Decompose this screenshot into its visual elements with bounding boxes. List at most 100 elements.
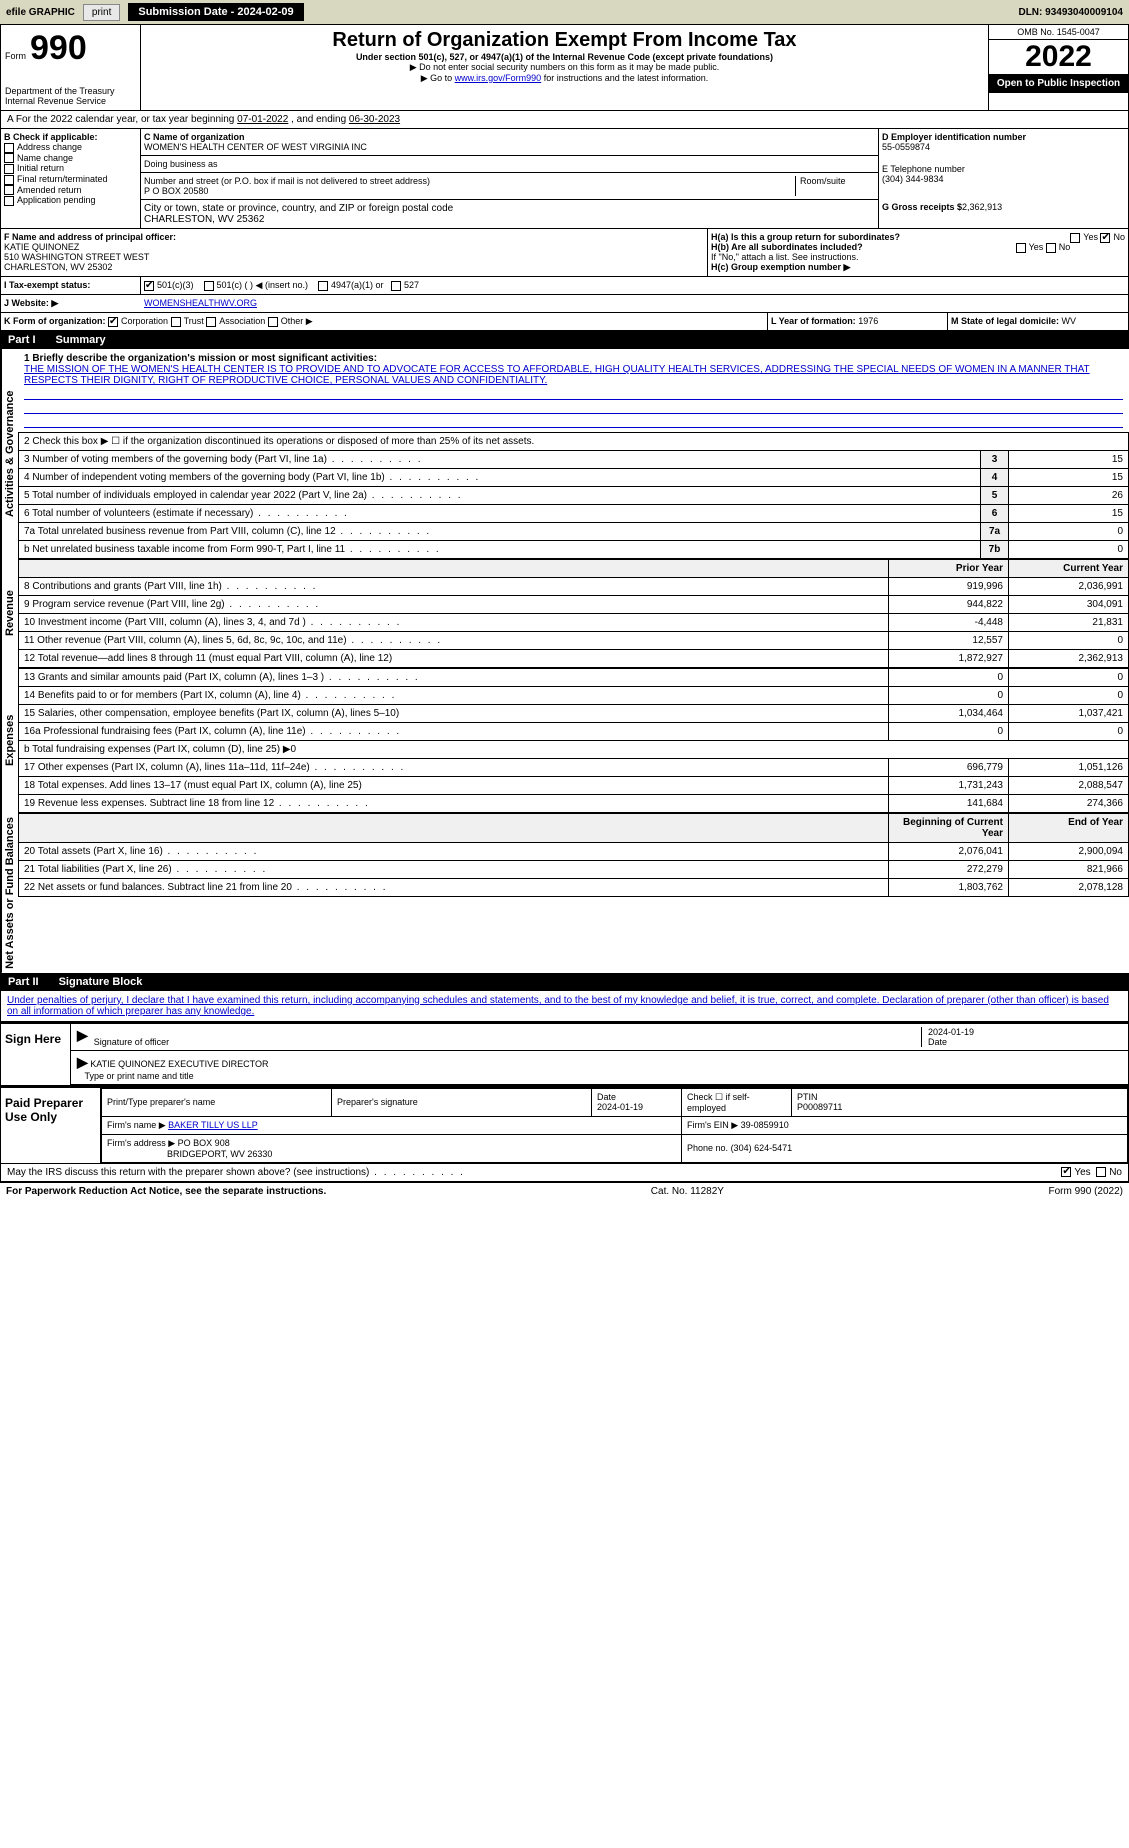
tax-year: 2022 xyxy=(989,40,1128,74)
chk-501c3[interactable] xyxy=(144,281,154,291)
line8-text: 8 Contributions and grants (Part VIII, l… xyxy=(19,578,889,596)
chk-ha-no[interactable] xyxy=(1100,233,1110,243)
chk-app-pending[interactable] xyxy=(4,196,14,206)
period-end: 06-30-2023 xyxy=(349,114,400,125)
discuss-q: May the IRS discuss this return with the… xyxy=(7,1167,465,1178)
chk-ha-yes[interactable] xyxy=(1070,233,1080,243)
open-public-badge: Open to Public Inspection xyxy=(989,74,1128,93)
top-bar: efile GRAPHIC print Submission Date - 20… xyxy=(0,0,1129,24)
omb-number: OMB No. 1545-0047 xyxy=(989,25,1128,40)
part1-header: Part I Summary xyxy=(0,331,1129,349)
chk-amended[interactable] xyxy=(4,185,14,195)
box-j-label: J Website: ▶ xyxy=(1,295,141,312)
officer-name: KATIE QUINONEZ xyxy=(4,242,79,252)
irs-link[interactable]: www.irs.gov/Form990 xyxy=(455,73,542,83)
line7b-text: b Net unrelated business taxable income … xyxy=(19,541,981,559)
gross-receipts: 2,362,913 xyxy=(962,202,1002,212)
box-d-label: D Employer identification number xyxy=(882,132,1125,142)
firm-phone-label: Phone no. xyxy=(687,1143,728,1153)
org-address: P O BOX 20580 xyxy=(144,186,208,196)
chk-hb-no[interactable] xyxy=(1046,243,1056,253)
section-j: J Website: ▶ WOMENSHEALTHWV.ORG xyxy=(0,295,1129,313)
chk-initial-return[interactable] xyxy=(4,164,14,174)
chk-discuss-no[interactable] xyxy=(1096,1167,1106,1177)
hb-note: If "No," attach a list. See instructions… xyxy=(711,252,1125,262)
form-subtitle: Under section 501(c), 527, or 4947(a)(1)… xyxy=(145,52,984,62)
chk-other[interactable] xyxy=(268,317,278,327)
org-city: CHARLESTON, WV 25362 xyxy=(144,214,264,225)
ha-label: H(a) Is this a group return for subordin… xyxy=(711,232,900,242)
part2-header: Part II Signature Block xyxy=(0,973,1129,991)
efile-label: efile GRAPHIC xyxy=(6,7,75,18)
state-domicile: WV xyxy=(1062,316,1077,326)
pra-notice: For Paperwork Reduction Act Notice, see … xyxy=(6,1186,326,1197)
line18-text: 18 Total expenses. Add lines 13–17 (must… xyxy=(19,777,889,795)
line17-text: 17 Other expenses (Part IX, column (A), … xyxy=(19,759,889,777)
line3-val: 15 xyxy=(1009,451,1129,469)
firm-addr-label: Firm's address ▶ xyxy=(107,1138,175,1148)
room-label: Room/suite xyxy=(795,176,875,196)
hdr-begin: Beginning of Current Year xyxy=(889,814,1009,843)
sig-date: 2024-01-19 xyxy=(928,1027,974,1037)
arrow-icon: ▶ xyxy=(77,1027,88,1047)
hdr-end: End of Year xyxy=(1009,814,1129,843)
line7a-text: 7a Total unrelated business revenue from… xyxy=(19,523,981,541)
goto-note: ▶ Go to www.irs.gov/Form990 for instruct… xyxy=(145,73,984,84)
print-button[interactable]: print xyxy=(83,4,120,21)
org-name: WOMEN'S HEALTH CENTER OF WEST VIRGINIA I… xyxy=(144,142,367,152)
mission-text: THE MISSION OF THE WOMEN'S HEALTH CENTER… xyxy=(24,364,1123,386)
line22-text: 22 Net assets or fund balances. Subtract… xyxy=(19,879,889,897)
mission-q: 1 Briefly describe the organization's mi… xyxy=(24,353,1123,364)
box-g-label: G Gross receipts $ xyxy=(882,202,962,212)
chk-assoc[interactable] xyxy=(206,317,216,327)
hb-label: H(b) Are all subordinates included? xyxy=(711,242,863,252)
ruled-line xyxy=(24,386,1123,400)
line2: 2 Check this box ▶ ☐ if the organization… xyxy=(19,433,1129,451)
chk-4947[interactable] xyxy=(318,281,328,291)
chk-address-change[interactable] xyxy=(4,143,14,153)
firm-addr2: BRIDGEPORT, WV 26330 xyxy=(167,1149,272,1159)
prep-name-label: Print/Type preparer's name xyxy=(102,1088,332,1116)
chk-501c[interactable] xyxy=(204,281,214,291)
part1-num: Part I xyxy=(8,334,36,346)
chk-name-change[interactable] xyxy=(4,153,14,163)
chk-final-return[interactable] xyxy=(4,175,14,185)
name-title-label: Type or print name and title xyxy=(85,1071,194,1081)
penalty-text: Under penalties of perjury, I declare th… xyxy=(0,991,1129,1022)
line5-text: 5 Total number of individuals employed i… xyxy=(19,487,981,505)
chk-527[interactable] xyxy=(391,281,401,291)
sig-date-label: Date xyxy=(928,1037,947,1047)
hc-label: H(c) Group exemption number ▶ xyxy=(711,262,1125,273)
chk-corp[interactable] xyxy=(108,317,118,327)
firm-ein: 39-0859910 xyxy=(741,1120,789,1130)
firm-name-label: Firm's name ▶ xyxy=(107,1120,166,1130)
sign-here-label: Sign Here xyxy=(1,1024,71,1085)
line15-text: 15 Salaries, other compensation, employe… xyxy=(19,705,889,723)
form-number: 990 xyxy=(30,29,87,68)
chk-discuss-yes[interactable] xyxy=(1061,1167,1071,1177)
ein-value: 55-0559874 xyxy=(882,142,1125,152)
hdr-prior: Prior Year xyxy=(889,560,1009,578)
submission-date-button[interactable]: Submission Date - 2024-02-09 xyxy=(128,3,303,21)
paid-prep-label: Paid Preparer Use Only xyxy=(1,1088,101,1163)
net-label: Net Assets or Fund Balances xyxy=(1,813,18,973)
section-klm: K Form of organization: Corporation Trus… xyxy=(0,313,1129,331)
box-b-label: B Check if applicable: xyxy=(4,132,137,142)
governance-section: Activities & Governance 1 Briefly descri… xyxy=(0,349,1129,559)
box-m-label: M State of legal domicile: xyxy=(951,316,1059,326)
ssn-note: ▶ Do not enter social security numbers o… xyxy=(145,62,984,73)
line6-val: 15 xyxy=(1009,505,1129,523)
year-formation: 1976 xyxy=(858,316,878,326)
line4-val: 15 xyxy=(1009,469,1129,487)
line7a-val: 0 xyxy=(1009,523,1129,541)
form-header: Form990 Department of the Treasury Inter… xyxy=(0,24,1129,111)
firm-phone: (304) 624-5471 xyxy=(731,1143,793,1153)
part2-num: Part II xyxy=(8,976,39,988)
chk-hb-yes[interactable] xyxy=(1016,243,1026,253)
box-l-label: L Year of formation: xyxy=(771,316,856,326)
website-link[interactable]: WOMENSHEALTHWV.ORG xyxy=(144,298,257,308)
line21-text: 21 Total liabilities (Part X, line 26) xyxy=(19,861,889,879)
chk-trust[interactable] xyxy=(171,317,181,327)
line4-text: 4 Number of independent voting members o… xyxy=(19,469,981,487)
line11-text: 11 Other revenue (Part VIII, column (A),… xyxy=(19,632,889,650)
